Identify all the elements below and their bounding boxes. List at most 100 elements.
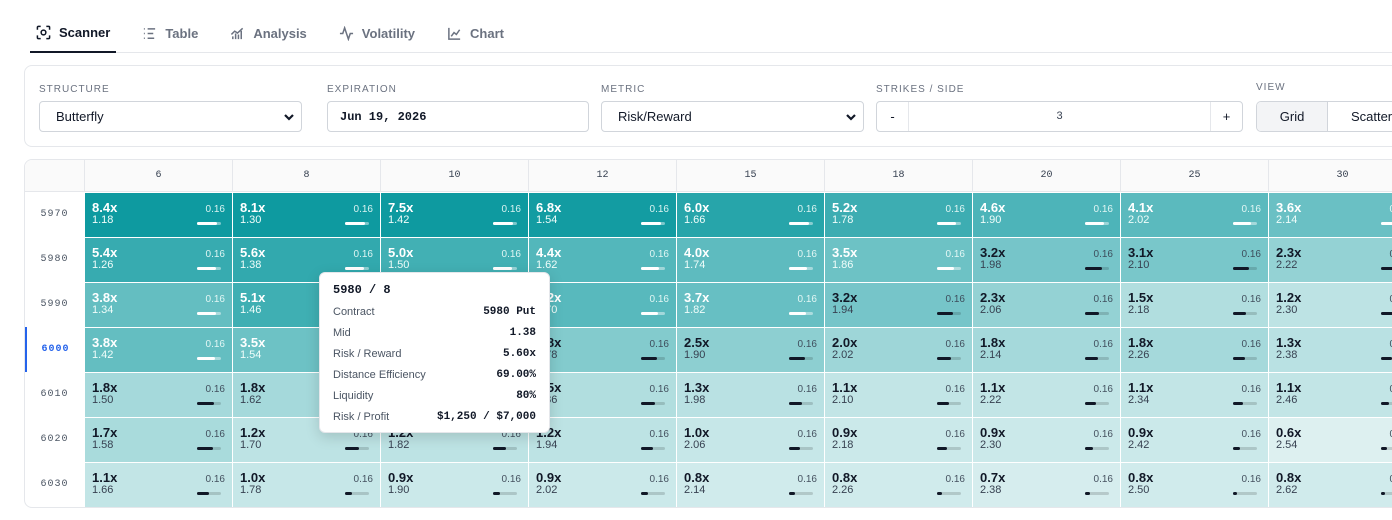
- grid-cell[interactable]: 2.3x2.22 0.16: [1269, 238, 1392, 282]
- liquidity-bar: [1233, 312, 1257, 315]
- grid-cell[interactable]: 4.1x 2.02 0.16: [1121, 193, 1268, 237]
- grid-cell[interactable]: 1.3x2.38 0.16: [1269, 328, 1392, 372]
- liquidity-bar: [197, 312, 221, 315]
- view-scatter-button[interactable]: Scatter: [1350, 109, 1392, 124]
- grid-cell[interactable]: 1.8x 1.50 0.16: [85, 373, 232, 417]
- grid-cell[interactable]: 6.8x 1.54 0.16: [529, 193, 676, 237]
- metric-select[interactable]: Risk/Reward: [601, 101, 864, 132]
- grid-cell[interactable]: 0.8x 2.26 0.16: [825, 463, 972, 507]
- grid-cell[interactable]: 5.4x 1.26 0.16: [85, 238, 232, 282]
- grid-cell[interactable]: 3.8x 1.34 0.16: [85, 283, 232, 327]
- grid-cell[interactable]: 1.7x 1.58 0.16: [85, 418, 232, 462]
- risk-reward-value: 3.6x: [1276, 200, 1302, 215]
- grid-cell[interactable]: 1.0x 2.06 0.16: [677, 418, 824, 462]
- strikes-value[interactable]: 3: [908, 102, 1211, 131]
- grid-cell[interactable]: 1.1x 2.22 0.16: [973, 373, 1120, 417]
- grid-cell[interactable]: 1.1x 1.66 0.16: [85, 463, 232, 507]
- grid-cell[interactable]: 2.3x 2.06 0.16: [973, 283, 1120, 327]
- grid-cell[interactable]: 3.7x 1.82 0.16: [677, 283, 824, 327]
- risk-reward-value: 0.9x: [388, 470, 414, 485]
- grid-cell[interactable]: 1.1x 2.10 0.16: [825, 373, 972, 417]
- tab-scanner[interactable]: Scanner: [30, 14, 117, 53]
- grid-cell[interactable]: 3.8x 1.42 0.16: [85, 328, 232, 372]
- grid-cell[interactable]: 3.6x2.14 0.16: [1269, 193, 1392, 237]
- grid-cell[interactable]: 4.2x1.700.16: [529, 283, 676, 327]
- grid-cell[interactable]: 1.8x 2.14 0.16: [973, 328, 1120, 372]
- risk-reward-value: 5.2x: [832, 200, 858, 215]
- liquidity-bar: [937, 267, 961, 270]
- efficiency-value: 0.16: [1093, 339, 1113, 350]
- grid-cell[interactable]: 3.2x 1.98 0.16: [973, 238, 1120, 282]
- grid-cell[interactable]: 1.0x 1.78 0.16: [233, 463, 380, 507]
- tab-volatility[interactable]: Volatility: [333, 14, 421, 52]
- grid-cell[interactable]: 0.9x 1.90 0.16: [381, 463, 528, 507]
- grid-cell[interactable]: 0.9x 2.30 0.16: [973, 418, 1120, 462]
- risk-reward-value: 1.1x: [1276, 380, 1302, 395]
- risk-reward-value: 5.0x: [388, 245, 414, 260]
- grid-cell[interactable]: 1.5x1.860.16: [529, 373, 676, 417]
- liquidity-bar: [1381, 312, 1392, 315]
- grid-cell[interactable]: 1.3x 1.98 0.16: [677, 373, 824, 417]
- risk-reward-value: 7.5x: [388, 200, 414, 215]
- grid-cell[interactable]: 0.9x 2.02 0.16: [529, 463, 676, 507]
- tab-chart[interactable]: Chart: [441, 14, 510, 52]
- expiration-input[interactable]: Jun 19, 2026: [327, 101, 589, 132]
- risk-reward-value: 3.5x: [832, 245, 858, 260]
- risk-reward-value: 1.1x: [1128, 380, 1154, 395]
- column-header: 30: [1268, 160, 1392, 192]
- grid-cell[interactable]: 2.8x1.780.16: [529, 328, 676, 372]
- view-toggle: Grid Scatter: [1256, 101, 1392, 132]
- grid-cell[interactable]: 1.2x2.30 0.16: [1269, 283, 1392, 327]
- tooltip-value: 80%: [516, 390, 536, 402]
- grid-cell[interactable]: 2.5x 1.90 0.16: [677, 328, 824, 372]
- grid-cell[interactable]: 1.1x 2.34 0.16: [1121, 373, 1268, 417]
- view-grid-button[interactable]: Grid: [1257, 102, 1329, 131]
- grid-cell[interactable]: 5.2x 1.78 0.16: [825, 193, 972, 237]
- grid-cell[interactable]: 3.5x 1.86 0.16: [825, 238, 972, 282]
- decrement-button[interactable]: -: [890, 109, 895, 124]
- grid-cell[interactable]: 6.0x 1.66 0.16: [677, 193, 824, 237]
- grid-cell[interactable]: 1.1x2.46 0.16: [1269, 373, 1392, 417]
- grid-cell[interactable]: 0.8x2.62 0.16: [1269, 463, 1392, 507]
- grid-cell[interactable]: 1.2x 1.94 0.16: [529, 418, 676, 462]
- liquidity-bar-fill: [1233, 447, 1240, 450]
- grid-cell[interactable]: 8.4x 1.18 0.16: [85, 193, 232, 237]
- row-header: 6030: [40, 479, 69, 490]
- mid-value: 1.42: [388, 214, 410, 226]
- risk-reward-value: 3.8x: [92, 335, 118, 350]
- grid-cell[interactable]: 0.8x 2.14 0.16: [677, 463, 824, 507]
- grid-cell[interactable]: 0.8x 2.50 0.16: [1121, 463, 1268, 507]
- liquidity-bar-fill: [1085, 492, 1090, 495]
- grid-cell[interactable]: 0.7x 2.38 0.16: [973, 463, 1120, 507]
- analysis-icon: [231, 27, 244, 39]
- tooltip-key: Mid: [333, 327, 351, 339]
- risk-reward-value: 6.0x: [684, 200, 710, 215]
- grid-cell[interactable]: 2.0x 2.02 0.16: [825, 328, 972, 372]
- grid-cell[interactable]: 4.6x 1.90 0.16: [973, 193, 1120, 237]
- grid-cell[interactable]: 3.2x 1.94 0.16: [825, 283, 972, 327]
- grid-cell[interactable]: 0.9x 2.18 0.16: [825, 418, 972, 462]
- mid-value: 2.34: [1128, 394, 1150, 406]
- mid-value: 2.26: [832, 484, 854, 496]
- tab-analysis[interactable]: Analysis: [224, 14, 312, 52]
- grid-cell[interactable]: 4.4x 1.62 0.16: [529, 238, 676, 282]
- structure-select[interactable]: Butterfly: [39, 101, 302, 132]
- grid-cell[interactable]: 0.6x2.54 0.16: [1269, 418, 1392, 462]
- grid-cell[interactable]: 1.8x 2.26 0.16: [1121, 328, 1268, 372]
- grid-cell[interactable]: 0.9x 2.42 0.16: [1121, 418, 1268, 462]
- risk-reward-value: 1.0x: [240, 470, 266, 485]
- grid-cell[interactable]: 8.1x 1.30 0.16: [233, 193, 380, 237]
- risk-reward-value: 1.2x: [1276, 290, 1302, 305]
- tab-label: Analysis: [253, 25, 307, 41]
- tab-label: Volatility: [361, 25, 416, 41]
- liquidity-bar-fill: [641, 492, 648, 495]
- increment-button[interactable]: +: [1222, 109, 1231, 124]
- grid-cell[interactable]: 7.5x 1.42 0.16: [381, 193, 528, 237]
- efficiency-value: 0.16: [649, 294, 669, 305]
- tab-table[interactable]: Table: [136, 14, 204, 52]
- liquidity-bar-fill: [1381, 447, 1387, 450]
- grid-cell[interactable]: 4.0x 1.74 0.16: [677, 238, 824, 282]
- grid-cell[interactable]: 3.1x 2.10 0.16: [1121, 238, 1268, 282]
- grid-cell[interactable]: 1.5x 2.18 0.16: [1121, 283, 1268, 327]
- mid-value: 2.38: [980, 484, 1002, 496]
